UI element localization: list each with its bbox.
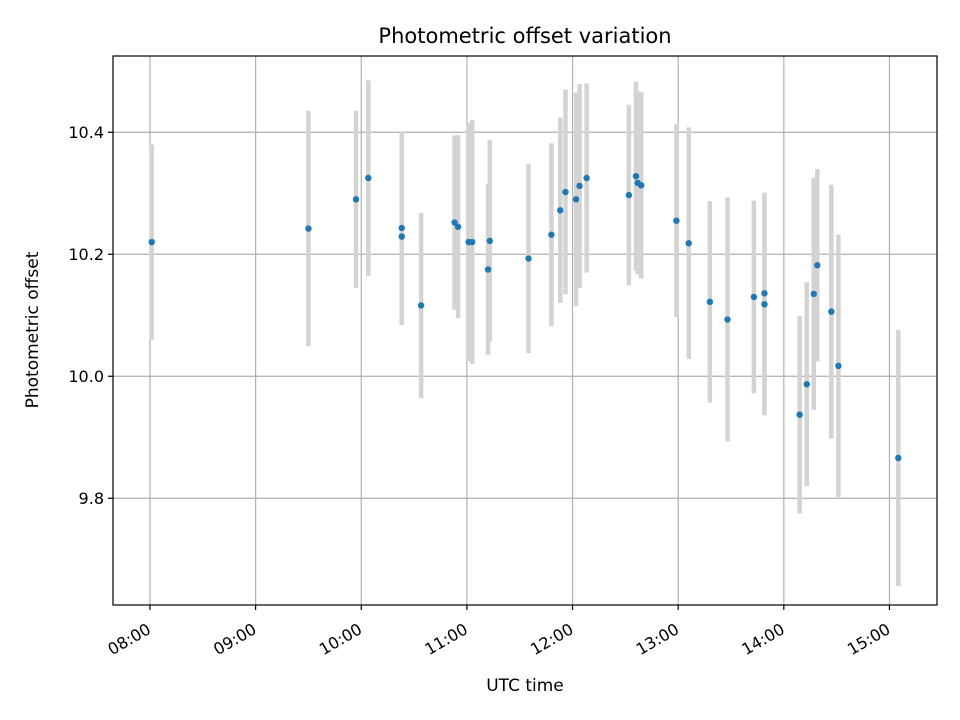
data-point [761,290,768,297]
data-point [796,411,803,418]
data-point [810,290,817,298]
data-point [365,174,372,182]
data-point [724,316,731,323]
data-point [685,240,692,247]
y-tick-label: 10.0 [68,367,104,386]
x-axis-label: UTC time [486,676,564,696]
data-point [398,224,405,232]
plot-frame [112,55,938,606]
data-point [417,302,425,309]
y-tick-label: 9.8 [79,489,104,508]
y-tick-label: 10.2 [68,245,104,264]
data-point [706,298,714,306]
data-point [576,182,583,190]
data-point [750,293,758,301]
data-point [525,255,532,262]
data-point [895,454,902,462]
data-point [835,362,842,370]
data-point [632,172,640,180]
data-point [468,238,476,246]
y-axis-ticks: 9.8 10.0 10.2 10.4 [68,123,113,508]
data-point [625,191,633,199]
y-axis-label: Photometric offset [23,251,43,408]
data-point [398,233,405,240]
data-point [454,223,462,230]
data-point [352,196,360,203]
data-point [548,231,555,238]
y-tick-label: 10.4 [68,123,104,142]
data-point [557,207,564,214]
data-point [673,217,680,224]
data-point [484,266,492,273]
data-point [583,174,590,182]
data-point [562,188,569,196]
data-point [814,262,821,269]
data-point [451,219,458,226]
data-point [761,301,768,308]
data-point [305,225,312,232]
chart-title: Photometric offset variation [378,24,671,48]
data-point [828,308,835,315]
data-point [486,237,493,245]
data-point [638,182,645,189]
data-point [572,196,580,203]
data-point [803,380,810,388]
data-point [148,238,155,246]
data-points [148,172,902,462]
